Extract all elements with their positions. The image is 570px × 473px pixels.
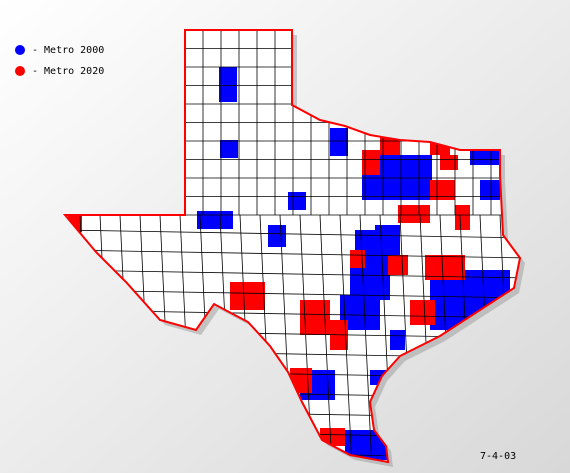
county-line — [339, 214, 353, 462]
metro-2020-county — [398, 205, 430, 223]
counties — [68, 67, 510, 460]
metro-2020-county — [350, 250, 365, 268]
county-line — [65, 269, 520, 279]
metro-2000-county — [268, 225, 286, 247]
metro-2000-county — [390, 330, 405, 350]
county-line — [65, 229, 520, 239]
county-line — [359, 214, 373, 462]
county-line — [319, 214, 333, 462]
date-label: 7-4-03 — [480, 451, 516, 462]
legend-dot — [15, 45, 25, 55]
metro-2020-county — [425, 255, 465, 280]
metro-2000-county — [288, 192, 306, 210]
metro-2000-county — [330, 128, 348, 156]
state-outline — [62, 29, 522, 464]
metro-2020-county — [410, 300, 435, 325]
metro-2000-county — [375, 225, 400, 245]
metro-2000-county — [220, 140, 238, 158]
metro-2000-county — [480, 180, 500, 200]
metro-2020-county — [430, 180, 455, 200]
metro-2020-county — [388, 255, 408, 275]
legend-dot — [15, 66, 25, 76]
legend-label: - Metro 2000 — [32, 45, 104, 56]
metro-2000-county — [219, 67, 237, 102]
county-line — [65, 289, 520, 299]
metro-2000-county — [382, 155, 432, 200]
county-line — [65, 249, 520, 259]
metro-2000-county — [470, 150, 500, 165]
metro-2000-county — [197, 211, 233, 229]
metro-2020-county — [230, 282, 265, 310]
metro-2020-county — [362, 150, 380, 175]
metro-2020-county — [440, 155, 458, 170]
state-fill — [65, 30, 520, 462]
metro-2020-county — [455, 205, 470, 230]
legend: - Metro 2000 - Metro 2020 — [15, 45, 104, 77]
legend-label: - Metro 2020 — [32, 66, 104, 77]
